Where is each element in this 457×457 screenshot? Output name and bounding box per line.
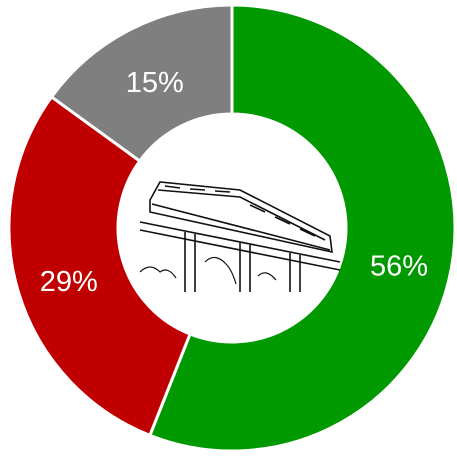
data-label: 56% xyxy=(370,251,428,283)
data-label: 29% xyxy=(40,266,98,298)
donut-segment xyxy=(7,94,192,438)
data-label: 15% xyxy=(126,67,184,99)
donut-segment xyxy=(147,3,457,453)
monorail-illustration xyxy=(139,181,341,292)
donut-segment xyxy=(49,3,234,164)
